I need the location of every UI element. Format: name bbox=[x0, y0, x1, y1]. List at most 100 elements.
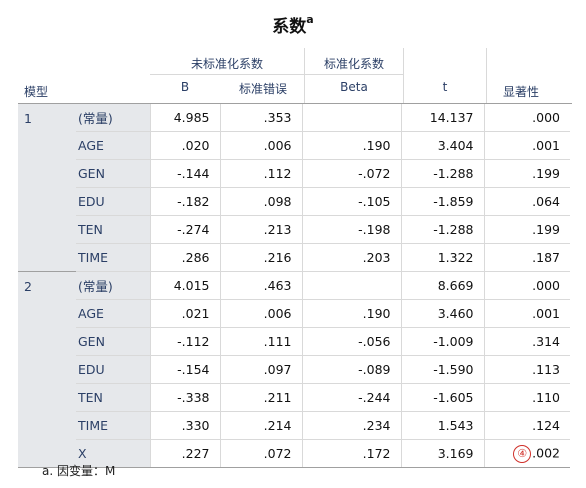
table-title: 系数a bbox=[0, 12, 586, 37]
cell-std-error: .353 bbox=[219, 104, 302, 132]
cell-beta: .172 bbox=[301, 439, 401, 468]
cell-t: -1.859 bbox=[400, 187, 484, 216]
cell-t: 1.322 bbox=[400, 243, 484, 272]
table-row: AGE .020 .006 .190 3.404 .001 bbox=[18, 131, 570, 160]
header-b: B bbox=[180, 80, 190, 94]
cell-std-error: .463 bbox=[219, 271, 302, 300]
cell-b: .286 bbox=[149, 243, 220, 272]
cell-b: 4.015 bbox=[149, 271, 220, 300]
cell-std-error: .097 bbox=[219, 355, 302, 384]
cell-b: -.112 bbox=[149, 327, 220, 356]
cell-t: 1.543 bbox=[400, 411, 484, 440]
cell-std-error: .214 bbox=[219, 411, 302, 440]
title-text: 系数 bbox=[272, 17, 307, 37]
cell-b: -.182 bbox=[149, 187, 220, 216]
cell-beta: .234 bbox=[301, 411, 401, 440]
table-row: GEN -.112 .111 -.056 -1.009 .314 bbox=[18, 327, 570, 356]
cell-beta: -.244 bbox=[301, 383, 401, 412]
cell-std-error: .111 bbox=[219, 327, 302, 356]
cell-std-error: .072 bbox=[219, 439, 302, 468]
header-unstandardized: 未标准化系数 bbox=[190, 57, 263, 71]
cell-beta: .190 bbox=[301, 131, 401, 160]
table-row: GEN -.144 .112 -.072 -1.288 .199 bbox=[18, 159, 570, 188]
table-row: 1 (常量) 4.985 .353 14.137 .000 bbox=[18, 104, 570, 272]
model-number: 2 bbox=[18, 271, 76, 468]
cell-t: 3.404 bbox=[400, 131, 484, 160]
variable-name: TEN bbox=[76, 215, 150, 244]
header-model: 模型 bbox=[24, 85, 49, 99]
cell-std-error: .098 bbox=[219, 187, 302, 216]
cell-std-error: .006 bbox=[219, 299, 302, 328]
cell-t: 14.137 bbox=[400, 104, 484, 132]
header-std-error: 标准错误 bbox=[238, 82, 287, 96]
variable-name: GEN bbox=[76, 327, 150, 356]
cell-sig: ④ .002 bbox=[483, 439, 570, 468]
variable-name: GEN bbox=[76, 159, 150, 188]
cell-beta: -.056 bbox=[301, 327, 401, 356]
cell-t: 3.169 bbox=[400, 439, 484, 468]
cell-sig: .110 bbox=[483, 383, 570, 412]
table-row: 2 (常量) 4.015 .463 8.669 .000 bbox=[18, 271, 570, 468]
cell-std-error: .211 bbox=[219, 383, 302, 412]
variable-name: TIME bbox=[76, 411, 150, 440]
cell-b: -.144 bbox=[149, 159, 220, 188]
table-row: TIME .286 .216 .203 1.322 .187 bbox=[18, 243, 570, 272]
cell-t: -1.590 bbox=[400, 355, 484, 384]
variable-name: X bbox=[76, 439, 150, 468]
cell-beta: -.105 bbox=[301, 187, 401, 216]
title-footnote-mark: a bbox=[306, 13, 314, 27]
cell-sig: .314 bbox=[483, 327, 570, 356]
header-sig: 显著性 bbox=[503, 85, 540, 99]
header-beta: Beta bbox=[340, 80, 368, 94]
cell-std-error: .006 bbox=[219, 131, 302, 160]
cell-sig: .124 bbox=[483, 411, 570, 440]
model-number: 1 bbox=[18, 104, 76, 272]
cell-b: .227 bbox=[149, 439, 220, 468]
cell-std-error: .213 bbox=[219, 215, 302, 244]
cell-sig: .000 bbox=[483, 271, 570, 300]
cell-t: -1.605 bbox=[400, 383, 484, 412]
cell-b: -.338 bbox=[149, 383, 220, 412]
cell-t: 3.460 bbox=[400, 299, 484, 328]
variable-name: EDU bbox=[76, 355, 150, 384]
cell-b: -.274 bbox=[149, 215, 220, 244]
cell-beta: -.089 bbox=[301, 355, 401, 384]
header-divider bbox=[403, 48, 404, 104]
table-row: TEN -.274 .213 -.198 -1.288 .199 bbox=[18, 215, 570, 244]
header-divider bbox=[304, 48, 305, 104]
cell-sig: .064 bbox=[483, 187, 570, 216]
cell-beta bbox=[301, 104, 401, 132]
variable-name: AGE bbox=[76, 299, 150, 328]
cell-b: .021 bbox=[149, 299, 220, 328]
variable-name: EDU bbox=[76, 187, 150, 216]
header-standardized: 标准化系数 bbox=[323, 57, 384, 71]
cell-sig: .000 bbox=[483, 104, 570, 132]
table-row: TIME .330 .214 .234 1.543 .124 bbox=[18, 411, 570, 440]
header-divider bbox=[486, 48, 487, 104]
cell-b: 4.985 bbox=[149, 104, 220, 132]
annotation-marker: ④ bbox=[513, 444, 532, 463]
cell-b: .020 bbox=[149, 131, 220, 160]
cell-beta bbox=[301, 271, 401, 300]
table-row: TEN -.338 .211 -.244 -1.605 .110 bbox=[18, 383, 570, 412]
variable-name: (常量) bbox=[76, 271, 150, 300]
table-row: EDU -.154 .097 -.089 -1.590 .113 bbox=[18, 355, 570, 384]
header-t: t bbox=[442, 80, 448, 94]
cell-sig: .199 bbox=[483, 215, 570, 244]
cell-std-error: .216 bbox=[219, 243, 302, 272]
variable-name: TIME bbox=[76, 243, 150, 272]
cell-beta: .190 bbox=[301, 299, 401, 328]
header-bottom-rule bbox=[18, 103, 572, 104]
cell-sig: .187 bbox=[483, 243, 570, 272]
table-row: EDU -.182 .098 -.105 -1.859 .064 bbox=[18, 187, 570, 216]
cell-beta: -.198 bbox=[301, 215, 401, 244]
footnote: a. 因变量：M bbox=[42, 464, 116, 478]
cell-beta: -.072 bbox=[301, 159, 401, 188]
header-divider bbox=[150, 74, 403, 75]
cell-t: -1.288 bbox=[400, 215, 484, 244]
cell-t: -1.288 bbox=[400, 159, 484, 188]
variable-name: TEN bbox=[76, 383, 150, 412]
cell-sig: .001 bbox=[483, 131, 570, 160]
cell-b: .330 bbox=[149, 411, 220, 440]
cell-sig: .199 bbox=[483, 159, 570, 188]
